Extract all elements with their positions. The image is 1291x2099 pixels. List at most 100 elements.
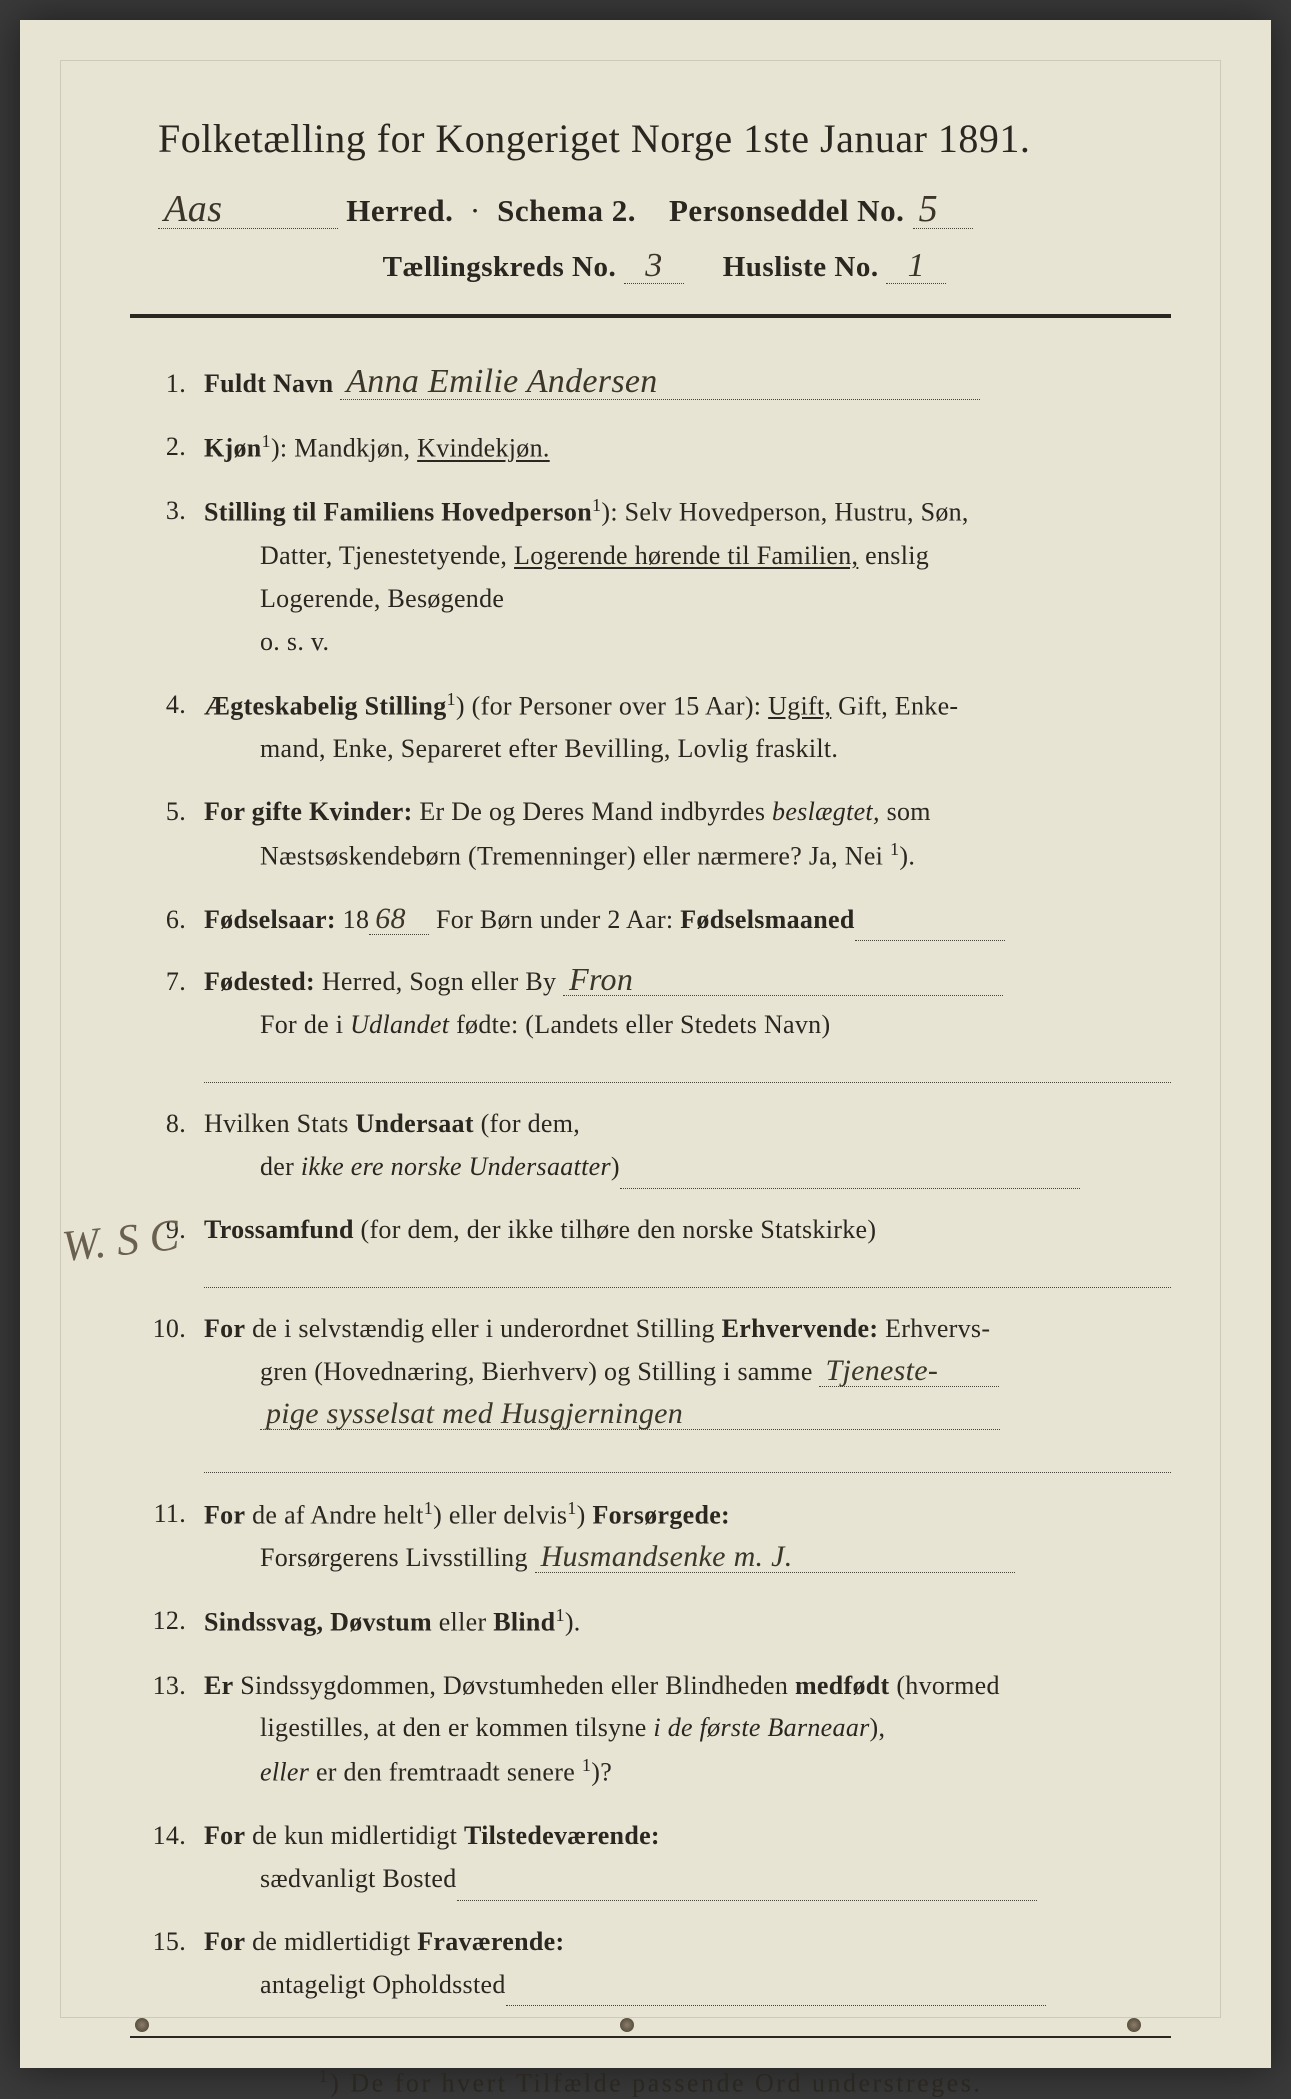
item-content: Trossamfund (for dem, der ikke tilhøre d… — [204, 1209, 1171, 1288]
item-num: 2. — [140, 426, 204, 471]
item-14: 14. For de kun midlertidigt Tilstedevære… — [140, 1815, 1171, 1901]
kreds-no: 3 — [624, 249, 684, 284]
item-content: For de kun midlertidigt Tilstedeværende:… — [204, 1815, 1171, 1901]
q7-fill — [204, 1055, 1171, 1083]
q6-year-hw: 68 — [369, 904, 429, 935]
herred-handwritten: Aas — [158, 190, 338, 229]
txt: Forsørgerens Livsstilling — [260, 1543, 528, 1572]
item-num: 12. — [140, 1600, 204, 1645]
q14-label: For — [204, 1821, 245, 1850]
q7-label: Fødested: — [204, 967, 315, 996]
item-content: For de midlertidigt Fraværende: antageli… — [204, 1921, 1171, 2007]
item-content: For de i selvstændig eller i underordnet… — [204, 1308, 1171, 1473]
item-num: 3. — [140, 490, 204, 663]
txt: (hvormed — [890, 1671, 1000, 1700]
fill — [506, 2005, 1046, 2006]
item-11: 11. For de af Andre helt1) eller delvis1… — [140, 1493, 1171, 1580]
footnote: 1) De for hvert Tilfælde passende Ord un… — [130, 2066, 1171, 2099]
q5-label: For gifte Kvinder: — [204, 797, 413, 826]
q11-hw: Husmandsenke m. J. — [535, 1542, 1015, 1573]
txt: ) — [577, 1500, 593, 1529]
sup: 1 — [582, 1755, 591, 1775]
item-content: Kjøn1): Mandkjøn, Kvindekjøn. — [204, 426, 1171, 471]
txt: For Børn under 2 Aar: — [429, 905, 680, 934]
item-6: 6. Fødselsaar: 1868 For Børn under 2 Aar… — [140, 899, 1171, 942]
txt: Datter, Tjenestetyende, — [260, 541, 514, 570]
footnote-text: ) De for hvert Tilfælde passende Ord und… — [330, 2069, 982, 2098]
q3-line2: Datter, Tjenestetyende, Logerende hørend… — [204, 535, 1171, 578]
binding-hole-icon — [1127, 2018, 1141, 2032]
footnote-rule — [130, 2036, 1171, 2038]
txt: 18 — [336, 905, 369, 934]
q14-b2: Tilstedeværende: — [464, 1821, 660, 1850]
item-num: 1. — [140, 363, 204, 406]
q2-label: Kjøn — [204, 434, 262, 463]
txt: enslig — [858, 541, 929, 570]
q4-label: Ægteskabelig Stilling — [204, 691, 447, 720]
item-8: 8. Hvilken Stats Undersaat (for dem, der… — [140, 1103, 1171, 1189]
sup: 1 — [592, 495, 601, 515]
item-content: Fuldt Navn Anna Emilie Andersen — [204, 363, 1171, 406]
header-rule — [130, 314, 1171, 318]
q12-label: Sindssvag, Døvstum — [204, 1608, 432, 1637]
q3-label: Stilling til Familiens Hovedperson — [204, 498, 592, 527]
q1-value: Anna Emilie Andersen — [340, 365, 980, 400]
q5-line2: Næstsøskendebørn (Tremenninger) eller næ… — [204, 834, 1171, 879]
item-num: 7. — [140, 961, 204, 1083]
q6-label2: Fødselsmaaned — [680, 905, 854, 934]
item-content: Sindssvag, Døvstum eller Blind1). — [204, 1600, 1171, 1645]
fill — [620, 1188, 1080, 1189]
footnote-sup: 1 — [319, 2066, 331, 2086]
herred-label: Herred. — [346, 193, 453, 228]
item-num: 6. — [140, 899, 204, 942]
q2-underlined: Kvindekjøn. — [417, 434, 550, 463]
q4-tail1: ) (for Personer over 15 Aar): — [456, 691, 768, 720]
item-num: 10. — [140, 1308, 204, 1473]
main-title: Folketælling for Kongeriget Norge 1ste J… — [158, 115, 1171, 162]
q4-underlined: Ugift, — [768, 691, 831, 720]
item-content: Fødselsaar: 1868 For Børn under 2 Aar: F… — [204, 899, 1171, 942]
txt: ligestilles, at den er kommen tilsyne — [260, 1713, 653, 1742]
item-3: 3. Stilling til Familiens Hovedperson1):… — [140, 490, 1171, 663]
sup: 1 — [555, 1605, 564, 1625]
q6-label: Fødselsaar: — [204, 905, 336, 934]
q11-line2: Forsørgerens Livsstilling Husmandsenke m… — [204, 1537, 1171, 1580]
txt: )? — [591, 1758, 612, 1787]
q13-b2: medfødt — [795, 1671, 890, 1700]
txt: (for dem, der ikke tilhøre den norske St… — [354, 1215, 877, 1244]
q13-line3: eller er den fremtraadt senere 1)? — [204, 1750, 1171, 1795]
q5-tail1: som — [880, 797, 931, 826]
item-content: Er Sindssygdommen, Døvstumheden eller Bl… — [204, 1665, 1171, 1795]
q15-label: For — [204, 1927, 245, 1956]
q11-label: For — [204, 1500, 245, 1529]
item-num: 15. — [140, 1921, 204, 2007]
sup: 1 — [567, 1498, 576, 1518]
txt: ikke ere norske Undersaatter — [301, 1152, 611, 1181]
item-12: 12. Sindssvag, Døvstum eller Blind1). — [140, 1600, 1171, 1645]
q5-ital: beslægtet, — [772, 797, 880, 826]
fill — [855, 940, 1005, 941]
txt: ). — [565, 1608, 581, 1637]
q10-b2: Erhvervende: — [722, 1314, 879, 1343]
personseddel-no: 5 — [913, 190, 973, 229]
q9-fill — [204, 1260, 1171, 1288]
sup: 1 — [262, 431, 271, 451]
header-block: Folketælling for Kongeriget Norge 1ste J… — [130, 115, 1171, 284]
txt: ). — [899, 842, 915, 871]
item-5: 5. For gifte Kvinder: Er De og Deres Man… — [140, 791, 1171, 878]
husliste-label: Husliste No. — [723, 251, 879, 283]
q15-b2: Fraværende: — [417, 1927, 564, 1956]
item-num: 8. — [140, 1103, 204, 1189]
item-4: 4. Ægteskabelig Stilling1) (for Personer… — [140, 684, 1171, 771]
txt: ) — [611, 1152, 620, 1181]
item-num: 5. — [140, 791, 204, 878]
personseddel-label: Personseddel No. — [669, 193, 904, 228]
q4-tail2: Gift, Enke- — [831, 691, 958, 720]
item-15: 15. For de midlertidigt Fraværende: anta… — [140, 1921, 1171, 2007]
txt: eller — [260, 1758, 309, 1787]
txt: Sindssygdommen, Døvstumheden eller Blind… — [233, 1671, 794, 1700]
item-content: For gifte Kvinder: Er De og Deres Mand i… — [204, 791, 1171, 878]
q5-line1: Er De og Deres Mand indbyrdes — [413, 797, 773, 826]
form-body: 1. Fuldt Navn Anna Emilie Andersen 2. Kj… — [130, 363, 1171, 2006]
txt: de i selvstændig eller i underordnet Sti… — [245, 1314, 721, 1343]
